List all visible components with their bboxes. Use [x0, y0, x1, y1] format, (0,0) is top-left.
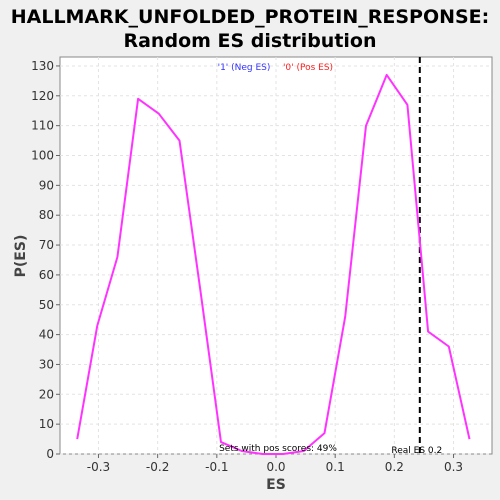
x-tick-label: -0.3	[87, 460, 110, 474]
y-tick-label: 120	[31, 89, 54, 103]
y-axis-title: P(ES)	[13, 235, 29, 278]
chart-title-line2: Random ES distribution	[123, 30, 376, 52]
y-tick-label: 80	[39, 208, 54, 222]
legend-pos-es: '0' (Pos ES)	[283, 63, 333, 73]
y-tick-label: 110	[31, 119, 54, 133]
y-tick-label: 50	[39, 298, 54, 312]
y-tick-label: 100	[31, 149, 54, 163]
legend-neg-es: '1' (Neg ES)	[218, 63, 271, 73]
x-axis-title: ES	[266, 477, 286, 493]
pos-scores-annotation: Sets with pos scores: 49%	[219, 444, 337, 454]
x-tick-label: 0.0	[266, 460, 285, 474]
series-line	[76, 73, 471, 455]
x-tick-label: 0.3	[444, 460, 463, 474]
x-tick-label: 0.1	[326, 460, 345, 474]
real-es-label: Real ES 0.2	[391, 446, 442, 456]
x-tick-label: -0.2	[146, 460, 169, 474]
y-tick-label: 90	[39, 178, 54, 192]
chart-title-line1: HALLMARK_UNFOLDED_PROTEIN_RESPONSE:	[11, 6, 490, 28]
y-tick-label: 60	[39, 268, 54, 282]
y-tick-label: 10	[39, 417, 54, 431]
y-tick-label: 0	[46, 447, 54, 461]
x-tick-label: 0.2	[385, 460, 404, 474]
grid	[60, 57, 492, 455]
x-tick-label: -0.1	[205, 460, 228, 474]
series-layer	[76, 73, 471, 455]
axis-ticks: 0 10 20 30 40 50 60 70 80 90 100 110 120 130 -0.3 -0.2 -…	[31, 59, 463, 474]
y-tick-label: 20	[39, 387, 54, 401]
y-tick-label: 30	[39, 357, 54, 371]
y-tick-label: 40	[39, 328, 54, 342]
y-tick-label: 70	[39, 238, 54, 252]
y-tick-label: 130	[31, 59, 54, 73]
